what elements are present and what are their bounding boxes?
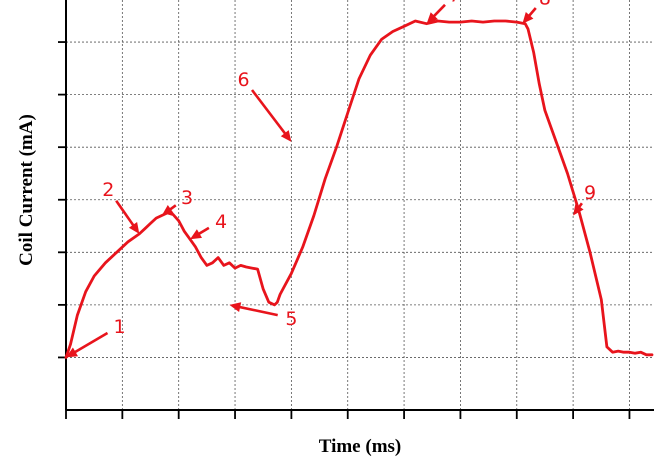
grid-lines xyxy=(66,0,652,410)
annotation-3: 3 xyxy=(161,187,193,216)
annotation-group: 1 2 34 5 6 7 8 9 xyxy=(66,0,596,358)
annotation-1: 1 xyxy=(66,316,126,358)
annotation-9: 9 xyxy=(573,182,596,216)
annotation-arrow-line xyxy=(233,304,278,317)
annotation-2: 2 xyxy=(102,179,140,234)
annotation-label: 8 xyxy=(539,0,551,9)
series-group xyxy=(64,19,654,359)
annotation-label: 2 xyxy=(102,179,114,201)
annotation-label: 3 xyxy=(181,187,193,209)
annotation-7: 7 xyxy=(426,0,461,24)
y-axis-title: Coil Current (mA) xyxy=(16,114,37,266)
annotation-8: 8 xyxy=(522,0,551,24)
coil-current-line xyxy=(64,19,654,359)
x-axis-title: Time (ms) xyxy=(319,436,402,457)
annotation-label: 6 xyxy=(237,69,249,91)
annotation-arrow-line xyxy=(250,89,291,140)
annotation-arrowhead xyxy=(229,302,242,312)
annotation-arrowhead xyxy=(573,203,584,216)
annotation-arrowhead xyxy=(190,229,202,240)
annotation-arrowhead xyxy=(522,12,534,24)
annotation-arrowhead xyxy=(66,347,78,358)
annotation-label: 9 xyxy=(584,182,596,204)
annotation-4: 4 xyxy=(190,211,227,240)
annotation-label: 5 xyxy=(285,308,297,330)
annotation-label: 1 xyxy=(113,316,125,338)
annotation-arrow-line xyxy=(68,331,109,357)
annotation-5: 5 xyxy=(229,302,297,330)
axis-ticks xyxy=(58,41,631,419)
annotation-arrowhead xyxy=(280,130,292,142)
annotation-arrowhead xyxy=(128,222,140,234)
annotation-arrowhead xyxy=(426,12,438,24)
annotation-arrowhead xyxy=(161,205,174,216)
plot-frame xyxy=(65,0,654,411)
annotation-label: 7 xyxy=(449,0,461,7)
annotation-label: 4 xyxy=(215,211,227,233)
annotation-6: 6 xyxy=(237,69,292,142)
